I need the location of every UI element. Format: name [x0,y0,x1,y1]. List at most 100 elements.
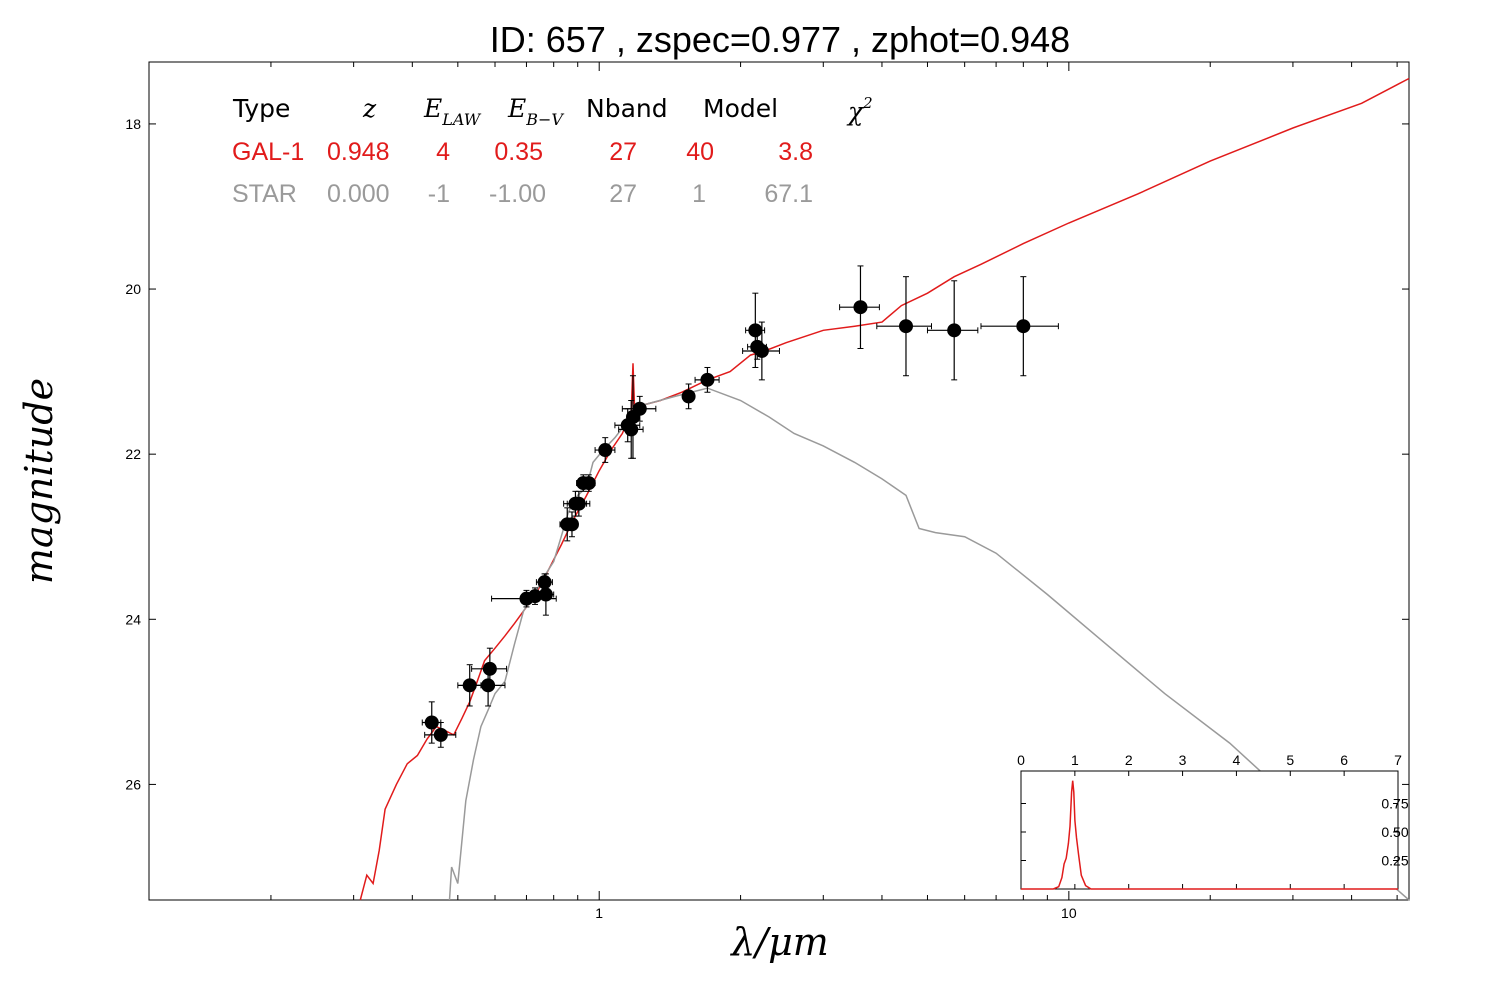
inset-y-axis: 0.25 0.50 0.75 [1021,796,1409,869]
photometry-point [694,366,720,393]
row-star-chi2: 67.1 [764,180,813,208]
inset-x-tick-label: 2 [1125,752,1133,768]
inset-x-tick-label: 6 [1340,752,1348,768]
data-point [433,727,448,742]
data-point [853,300,868,315]
row-gal-elaw: 4 [436,138,450,166]
inset-x-tick-label: 0 [1017,752,1025,768]
pdf-line [1021,780,1398,890]
photometry-point [535,573,553,591]
photometry-point [742,321,780,381]
photometry-point [537,573,555,616]
x-tick-label: 10 [1061,905,1077,921]
y-tick-label: 22 [125,446,141,462]
y-tick-label: 26 [125,776,141,792]
y-tick-label: 24 [125,611,141,627]
table-row-star: STAR 0.000 -1 -1.00 27 1 67.1 [232,180,813,208]
chart-title: ID: 657 , zspec=0.977 , zphot=0.948 [490,19,1070,60]
row-gal-chi2: 3.8 [778,138,813,166]
photometry-point [469,664,506,707]
ebv-main: E [507,94,526,123]
photometry-point [594,437,616,463]
data-point [564,517,579,532]
inset-x-axis: 0 1 2 3 4 5 6 7 [1017,752,1402,889]
data-point [748,323,763,338]
data-point [947,323,962,338]
inset-x-tick-label: 5 [1286,752,1294,768]
photometry-point [745,292,766,368]
photometry-point [839,265,880,349]
fit-table: Type z ELAW EB−V Nband Model χ2 GAL-1 0.… [232,94,873,208]
table-header-ebv: EB−V [507,94,564,129]
data-point [754,343,769,358]
photometry-points [421,265,1059,748]
data-point [482,661,497,676]
y-axis-label: magnitude [17,378,61,584]
row-star-nband: 27 [609,180,637,208]
photometry-point [618,400,644,459]
photometry-point [564,511,579,538]
inset-x-tick-label: 4 [1233,752,1241,768]
plot-frame [148,61,1410,901]
table-header-type: Type [232,94,290,123]
data-point [632,401,647,416]
table-header-z: z [362,94,377,123]
inset-y-tick-label: 0.50 [1381,824,1408,840]
row-star-model: 1 [692,180,706,208]
data-point [598,443,613,458]
photometry-point [681,383,696,410]
data-point [581,476,596,491]
data-point [424,715,439,730]
photometry-point [980,276,1059,377]
x-axis-label: λ/μm [729,920,829,964]
elaw-sub: LAW [441,110,482,129]
row-gal-nband: 27 [609,138,637,166]
row-gal-ebv: 0.35 [494,138,543,166]
photometry-point [566,490,591,517]
data-point [481,678,496,693]
table-header-chi2: χ2 [846,94,873,126]
y-tick-label: 18 [125,116,141,132]
data-point [538,587,553,602]
row-star-elaw: -1 [428,180,450,208]
chi-main: χ [846,97,865,126]
inset-x-tick-label: 1 [1071,752,1079,768]
photometry-point [876,276,933,377]
photometry-point [625,375,640,459]
photometry-point [421,701,442,744]
row-gal-z: 0.948 [327,138,390,166]
data-point [700,372,715,387]
y-tick-label: 20 [125,281,141,297]
table-row-gal: GAL-1 0.948 4 0.35 27 40 3.8 [232,138,813,166]
data-point [624,422,639,437]
x-tick-label: 1 [595,905,603,921]
inset-x-tick-label: 3 [1179,752,1187,768]
inset-pdf-series [1021,780,1398,890]
data-point [537,575,552,590]
x-axis: 1 10 [270,62,1398,921]
data-point [1016,319,1031,334]
photometry-point [926,280,979,381]
table-header-model: Model [703,94,778,123]
table-header-nband: Nband [586,94,668,123]
data-point [528,589,543,604]
inset-frame [1020,770,1399,890]
inset-y-tick-label: 0.25 [1381,853,1408,869]
photometry-point [621,395,657,422]
row-gal-type: GAL-1 [232,138,304,166]
ebv-sub: B−V [525,110,564,129]
row-star-ebv: -1.00 [489,180,546,208]
row-star-type: STAR [232,180,297,208]
row-star-z: 0.000 [327,180,390,208]
photometry-point [581,474,596,492]
table-header-elaw: ELAW [423,94,482,129]
data-point [898,319,913,334]
data-point [571,496,586,511]
inset-y-tick-label: 0.75 [1381,796,1408,812]
chi-sup: 2 [862,94,873,112]
elaw-main: E [423,94,442,123]
inset-x-tick-label: 7 [1394,752,1402,768]
photometry-point [424,721,457,748]
